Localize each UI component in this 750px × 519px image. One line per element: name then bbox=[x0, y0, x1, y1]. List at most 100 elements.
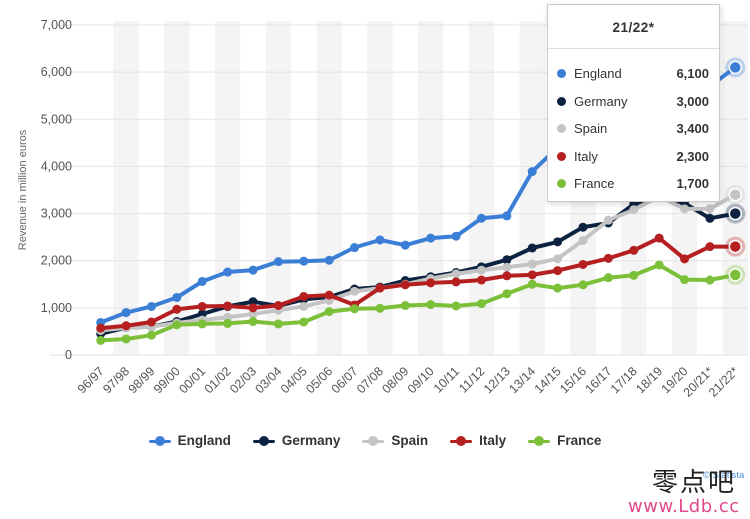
data-point-spain[interactable] bbox=[728, 187, 743, 202]
data-point-spain[interactable] bbox=[705, 204, 715, 214]
data-point-spain[interactable] bbox=[553, 254, 563, 264]
data-point-spain[interactable] bbox=[451, 269, 461, 279]
data-point-italy[interactable] bbox=[629, 245, 639, 255]
data-point-england[interactable] bbox=[476, 213, 486, 223]
statista-credit-link[interactable]: © Statista bbox=[703, 470, 745, 481]
data-point-italy[interactable] bbox=[172, 304, 182, 314]
watermark-url-text: www.Ldb.cc bbox=[628, 496, 740, 517]
data-point-england[interactable] bbox=[121, 308, 131, 318]
data-point-france[interactable] bbox=[476, 299, 486, 309]
data-point-italy[interactable] bbox=[502, 271, 512, 281]
data-point-germany[interactable] bbox=[578, 222, 588, 232]
data-point-france[interactable] bbox=[603, 273, 613, 283]
data-point-germany[interactable] bbox=[553, 237, 563, 247]
data-point-spain[interactable] bbox=[502, 262, 512, 272]
data-point-england[interactable] bbox=[172, 292, 182, 302]
data-point-france[interactable] bbox=[728, 268, 743, 282]
data-point-england[interactable] bbox=[400, 240, 410, 250]
legend-item-france[interactable]: France bbox=[528, 433, 601, 448]
data-point-italy[interactable] bbox=[197, 301, 207, 311]
data-point-italy[interactable] bbox=[375, 283, 385, 293]
data-point-italy[interactable] bbox=[705, 242, 715, 252]
data-point-england[interactable] bbox=[324, 255, 334, 265]
data-point-germany[interactable] bbox=[527, 243, 537, 253]
data-point-france[interactable] bbox=[629, 270, 639, 280]
data-point-england[interactable] bbox=[299, 256, 309, 266]
data-point-france[interactable] bbox=[197, 319, 207, 329]
data-point-france[interactable] bbox=[400, 301, 410, 310]
data-point-italy[interactable] bbox=[476, 275, 486, 285]
data-point-france[interactable] bbox=[223, 318, 233, 328]
data-point-italy[interactable] bbox=[426, 278, 436, 288]
data-point-france[interactable] bbox=[350, 304, 360, 314]
legend-item-germany[interactable]: Germany bbox=[252, 433, 340, 448]
data-point-spain[interactable] bbox=[299, 301, 309, 311]
data-point-england[interactable] bbox=[527, 167, 537, 177]
data-point-spain[interactable] bbox=[527, 259, 537, 269]
data-point-spain[interactable] bbox=[476, 265, 486, 275]
data-point-france[interactable] bbox=[705, 275, 715, 285]
data-point-france[interactable] bbox=[375, 303, 385, 313]
data-point-england[interactable] bbox=[728, 60, 743, 75]
data-point-france[interactable] bbox=[680, 275, 690, 285]
data-point-germany[interactable] bbox=[705, 213, 715, 223]
legend-item-italy[interactable]: Italy bbox=[450, 433, 506, 448]
data-point-spain[interactable] bbox=[680, 204, 690, 214]
data-point-england[interactable] bbox=[350, 243, 360, 253]
data-point-italy[interactable] bbox=[121, 321, 131, 331]
legend-item-england[interactable]: England bbox=[148, 433, 231, 448]
tooltip-name: Spain bbox=[574, 121, 608, 137]
data-point-england[interactable] bbox=[197, 276, 207, 286]
data-point-italy[interactable] bbox=[299, 292, 309, 302]
data-point-italy[interactable] bbox=[273, 301, 283, 310]
data-point-france[interactable] bbox=[273, 319, 283, 329]
data-point-france[interactable] bbox=[146, 330, 156, 340]
data-point-england[interactable] bbox=[451, 231, 461, 241]
data-point-england[interactable] bbox=[223, 267, 233, 277]
data-point-italy[interactable] bbox=[654, 233, 664, 243]
data-point-italy[interactable] bbox=[400, 280, 410, 290]
data-point-france[interactable] bbox=[451, 301, 461, 311]
data-point-france[interactable] bbox=[121, 334, 131, 344]
data-point-france[interactable] bbox=[527, 279, 537, 289]
data-point-spain[interactable] bbox=[578, 235, 588, 245]
data-point-italy[interactable] bbox=[728, 239, 743, 254]
data-point-france[interactable] bbox=[426, 300, 436, 310]
data-point-italy[interactable] bbox=[553, 266, 563, 276]
data-point-england[interactable] bbox=[375, 235, 385, 245]
data-point-france[interactable] bbox=[299, 317, 309, 327]
data-point-italy[interactable] bbox=[146, 317, 156, 327]
data-point-france[interactable] bbox=[553, 283, 563, 293]
data-point-germany[interactable] bbox=[728, 206, 743, 221]
data-point-italy[interactable] bbox=[451, 277, 461, 287]
data-point-italy[interactable] bbox=[527, 270, 537, 280]
data-point-england[interactable] bbox=[273, 257, 283, 267]
data-point-spain[interactable] bbox=[350, 286, 360, 296]
data-point-italy[interactable] bbox=[248, 303, 258, 313]
data-point-england[interactable] bbox=[426, 233, 436, 243]
tooltip-dot-germany bbox=[557, 96, 566, 106]
data-point-england[interactable] bbox=[502, 211, 512, 221]
data-point-italy[interactable] bbox=[96, 323, 106, 333]
legend-item-spain[interactable]: Spain bbox=[362, 433, 428, 448]
data-point-spain[interactable] bbox=[603, 215, 613, 225]
data-point-italy[interactable] bbox=[603, 253, 613, 263]
data-point-italy[interactable] bbox=[324, 290, 334, 300]
data-point-italy[interactable] bbox=[578, 259, 588, 269]
data-point-france[interactable] bbox=[248, 317, 258, 327]
y-tick-label: 0 bbox=[65, 348, 72, 362]
data-point-france[interactable] bbox=[502, 289, 512, 299]
data-point-france[interactable] bbox=[578, 280, 588, 290]
data-point-spain[interactable] bbox=[629, 205, 639, 215]
data-point-england[interactable] bbox=[146, 301, 156, 311]
data-point-italy[interactable] bbox=[680, 254, 690, 264]
tooltip-name: Italy bbox=[574, 148, 598, 164]
data-point-france[interactable] bbox=[172, 320, 182, 330]
data-point-italy[interactable] bbox=[223, 301, 233, 311]
data-point-germany[interactable] bbox=[502, 255, 512, 265]
data-point-france[interactable] bbox=[324, 307, 334, 317]
data-point-england[interactable] bbox=[248, 265, 258, 275]
legend-symbol-italy bbox=[450, 435, 473, 447]
data-point-france[interactable] bbox=[96, 335, 106, 345]
data-point-france[interactable] bbox=[654, 260, 664, 270]
